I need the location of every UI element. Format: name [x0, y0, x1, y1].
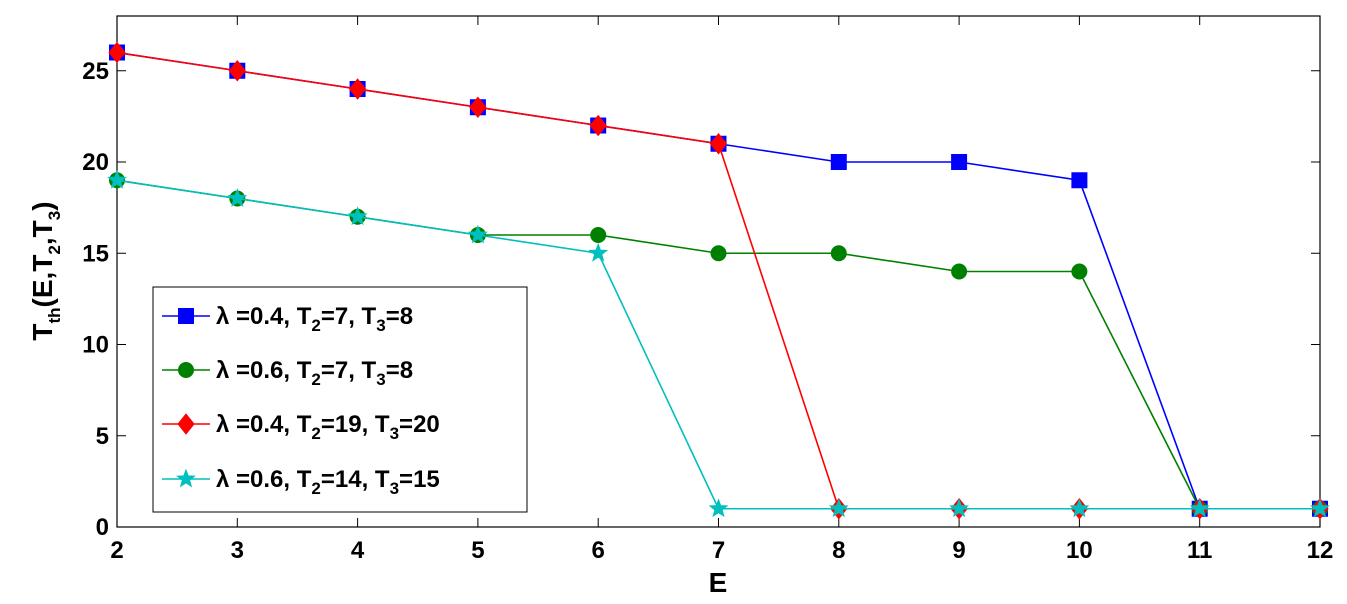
- data-point: [1071, 172, 1088, 189]
- legend: λ =0.4, T2=7, T3=8λ =0.6, T2=7, T3=8λ =0…: [152, 286, 528, 513]
- legend-lambda: λ =0.4, T: [216, 303, 312, 330]
- data-point: [1189, 498, 1210, 518]
- data-point: [828, 498, 849, 518]
- legend-label: λ =0.6, T2=14, T3=15: [216, 466, 440, 498]
- legend-entry: λ =0.6, T2=7, T3=8: [162, 357, 413, 389]
- data-point: [830, 245, 847, 262]
- legend-swatch-marker: [176, 468, 196, 488]
- legend-entry: λ =0.4, T2=7, T3=8: [162, 303, 413, 335]
- data-point: [1071, 263, 1088, 280]
- y-tick-label: 5: [96, 423, 109, 450]
- data-point: [469, 96, 487, 119]
- legend-t3: =8: [386, 303, 413, 330]
- legend-t2: =7, T: [321, 357, 377, 384]
- x-tick-label: 2: [110, 537, 123, 564]
- legend-box: [152, 286, 528, 513]
- legend-sub-2: 2: [311, 370, 320, 389]
- data-point: [107, 169, 127, 189]
- legend-t2: =19, T: [321, 411, 390, 438]
- data-point: [830, 154, 847, 170]
- legend-t3: =20: [399, 411, 440, 438]
- y-tick-label: 10: [82, 332, 109, 359]
- legend-sub-3: 3: [376, 370, 385, 389]
- legend-lambda: λ =0.6, T: [216, 466, 312, 493]
- data-point: [467, 224, 488, 244]
- y-tick-label: 15: [82, 240, 109, 267]
- legend-sub-2: 2: [311, 479, 320, 498]
- y-tick-label: 25: [82, 58, 109, 85]
- data-point: [227, 188, 248, 207]
- data-point: [589, 114, 607, 137]
- x-tick-label: 10: [1066, 537, 1093, 564]
- legend-sub-2: 2: [311, 424, 320, 443]
- y-tick-label: 0: [96, 514, 109, 541]
- data-point: [228, 59, 246, 82]
- legend-label: λ =0.4, T2=19, T3=20: [216, 411, 440, 443]
- data-point: [708, 498, 729, 518]
- x-tick-label: 9: [952, 537, 965, 564]
- x-tick-label: 3: [231, 537, 244, 564]
- legend-entry: λ =0.6, T2=14, T3=15: [162, 466, 440, 498]
- data-point: [710, 245, 727, 262]
- data-point: [1069, 498, 1090, 518]
- legend-sub-3: 3: [390, 479, 399, 498]
- legend-swatch-marker: [177, 413, 195, 435]
- x-tick-label: 4: [351, 537, 365, 564]
- x-tick-label: 12: [1307, 537, 1334, 564]
- legend-swatch-marker: [178, 308, 194, 324]
- y-tick-label: 20: [82, 149, 109, 176]
- x-tick-label: 8: [832, 537, 845, 564]
- axis-ticks: 2 3 4 5 6 7 8 9 10 11 12 0 5 10 15 20 25: [82, 16, 1333, 564]
- data-point: [590, 227, 607, 243]
- legend-lambda: λ =0.6, T: [216, 357, 312, 384]
- legend-t3: =8: [386, 357, 413, 384]
- legend-label: λ =0.6, T2=7, T3=8: [216, 357, 413, 389]
- legend-entry: λ =0.4, T2=19, T3=20: [162, 411, 440, 443]
- x-tick-label: 7: [712, 537, 725, 564]
- data-point: [949, 498, 970, 518]
- x-tick-label: 6: [592, 537, 605, 564]
- series-group: [107, 41, 1330, 520]
- legend-sub-3: 3: [376, 316, 385, 335]
- data-point: [348, 78, 367, 100]
- data-point: [951, 263, 968, 280]
- y-axis-title: Tth(E,T2,T3): [27, 201, 64, 340]
- data-point: [108, 41, 126, 64]
- x-tick-label: 11: [1187, 537, 1212, 564]
- legend-sub-2: 2: [311, 316, 320, 335]
- x-tick-label: 5: [471, 537, 484, 564]
- legend-t2: =7, T: [321, 303, 377, 330]
- data-point: [347, 206, 368, 226]
- series-4: [107, 169, 1330, 518]
- data-point: [588, 242, 609, 262]
- x-axis-title: E: [709, 567, 728, 598]
- data-point: [1310, 498, 1330, 518]
- legend-lambda: λ =0.4, T: [216, 411, 312, 438]
- data-point: [709, 132, 728, 155]
- legend-label: λ =0.4, T2=7, T3=8: [216, 303, 413, 335]
- legend-swatch-marker: [178, 362, 194, 378]
- legend-sub-3: 3: [390, 424, 399, 443]
- data-point: [951, 154, 968, 170]
- legend-t3: =15: [399, 466, 440, 493]
- legend-t2: =14, T: [321, 466, 390, 493]
